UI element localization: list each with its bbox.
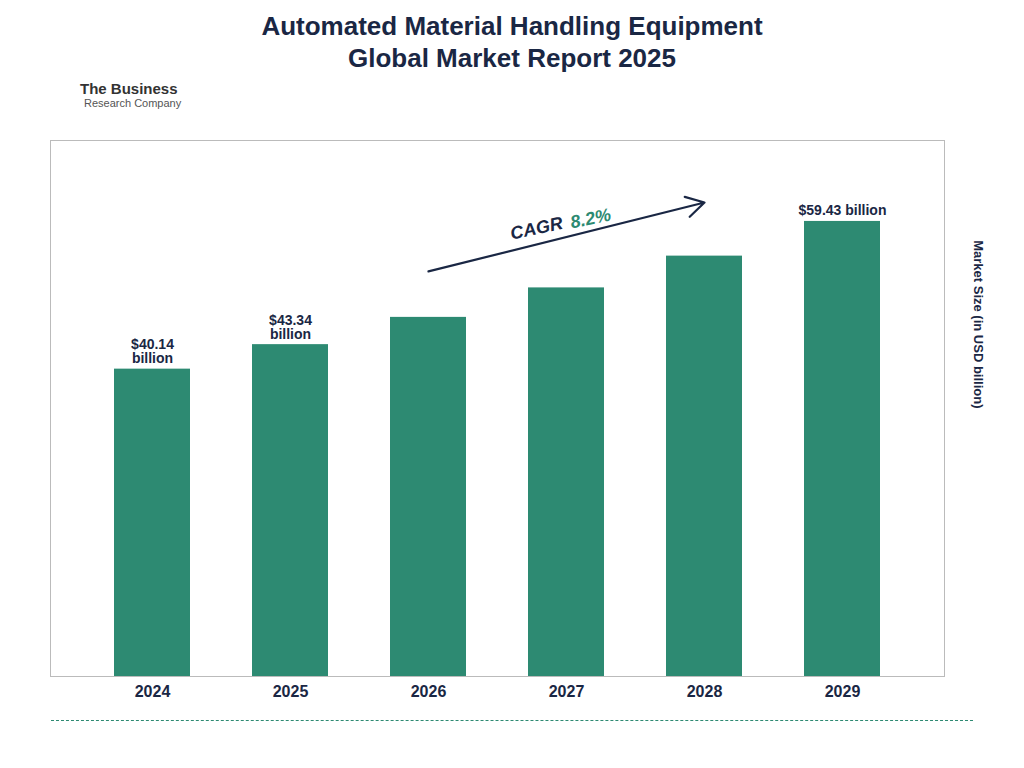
svg-text:2028: 2028 [687,683,723,700]
html-text:The Business: The Business [80,80,178,97]
html-text:Global Market Report 2025: Global Market Report 2025 [348,43,676,73]
svg-text:8.2%: 8.2% [568,204,612,232]
svg-text:Market Size (in USD billion): Market Size (in USD billion) [971,240,986,408]
svg-text:2026: 2026 [411,683,447,700]
svg-text:CAGR: CAGR [509,213,565,244]
svg-text:$59.43 billion: $59.43 billion [799,202,887,218]
svg-text:2025: 2025 [273,683,309,700]
svg-text:2029: 2029 [825,683,861,700]
svg-text:$43.34billion: $43.34billion [269,312,312,342]
svg-text:2024: 2024 [135,683,171,700]
svg-text:$40.14billion: $40.14billion [131,336,174,366]
html-text:Automated Material Handling Eq: Automated Material Handling Equipment [261,11,763,41]
svg-text:2027: 2027 [549,683,585,700]
html-text:Research Company: Research Company [84,97,182,109]
